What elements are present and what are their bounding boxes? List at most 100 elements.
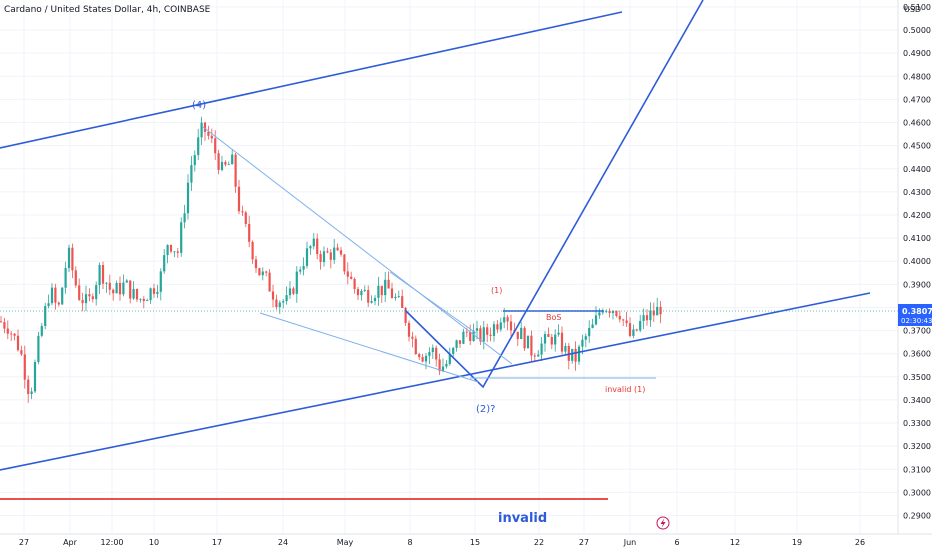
candle-body [288,288,292,296]
lightning-icon[interactable] [656,516,670,530]
y-tick-label: 0.4700 [903,95,931,104]
y-tick-label: 0.4400 [903,165,931,174]
candle-body [533,355,536,357]
candle-body [278,302,281,308]
candle-body [302,265,305,270]
candle-body [166,244,169,256]
candle-body [312,238,315,247]
candle-body [380,285,383,296]
invalid-label: invalid [498,511,547,526]
candle-body [159,271,162,292]
time-axis[interactable]: 27 Apr 12:00 10 17 24 May 8 15 22 27 Jun 6 12 19 26 [0,533,932,550]
candle-body [50,287,54,304]
candle-body [135,288,139,300]
candle-body [336,247,339,251]
candle-body [384,279,387,296]
x-tick-label: Apr [63,538,78,547]
y-tick-label: 0.3200 [903,442,931,451]
candle-body [615,310,618,316]
candle-body [13,333,16,336]
candle-body [292,288,295,294]
lower-channel-line[interactable] [0,292,871,471]
candle-body [452,347,455,355]
candle-body [6,328,9,334]
candle-body [108,282,111,290]
y-tick-label: 0.3000 [903,488,931,497]
candle-body [390,288,394,299]
candle-body [591,324,594,328]
x-tick-label: 27 [19,538,29,547]
candle-body [428,352,431,356]
candle-body [560,332,564,352]
candle-body [61,287,64,305]
candle-body [316,238,319,255]
chart-title: Cardano / United States Dollar, 4h, COIN… [4,5,211,15]
candle-body [618,315,621,320]
candle-body [326,251,329,253]
candle-body [567,345,570,361]
candle-body [186,182,190,214]
candle-body [462,331,465,344]
wave4-label: (4) [192,100,206,111]
y-tick-label: 0.3400 [903,396,931,405]
candle-body [435,347,438,360]
candle-body [554,334,557,345]
candle-body [394,296,397,299]
candle-body [557,332,560,335]
y-tick-label: 0.4800 [903,72,931,81]
candle-body [275,299,278,308]
candle-body [530,335,533,356]
candle-body [401,296,404,308]
candle-body [397,296,400,297]
x-tick-label: 12:00 [100,538,123,547]
candle-body [526,335,530,349]
candle-body [305,248,309,266]
invalid-1-label: invalid (1) [605,385,645,394]
candle-body [244,212,247,224]
candle-body [611,310,615,314]
x-tick-label: Jun [623,538,637,547]
wedge-upper-line[interactable] [202,126,513,365]
candle-body [173,251,176,253]
candle-body [309,246,312,249]
x-tick-label: May [337,538,354,547]
candle-body [458,340,462,344]
wedge-mid-line[interactable] [389,271,477,334]
candle-body [115,282,118,294]
candle-body [363,289,366,292]
candle-body [339,250,343,255]
upper-channel-line[interactable] [0,11,623,149]
candle-body [180,222,183,253]
candle-body [584,336,587,340]
candle-body [448,354,451,364]
candle-body [628,323,632,336]
candle-body [169,244,173,252]
candle-body [3,322,6,329]
candle-body [30,391,33,394]
candle-body [105,282,108,284]
x-tick-label: 8 [407,538,412,547]
projection-line[interactable] [404,0,704,389]
candle-body [125,280,128,283]
candle-body [210,135,213,139]
candle-body [492,324,496,336]
candle-body [503,317,506,323]
candle-body [438,359,441,372]
candle-body [424,355,428,362]
candle-body [333,247,336,260]
price-axis[interactable]: USD 0.5100 0.5000 0.4900 0.4800 0.4700 0.4600… [897,0,932,534]
candle-body [407,322,411,337]
candle-body [387,279,390,289]
candle-body [132,288,135,299]
wedge-lower-line[interactable] [259,312,479,383]
candle-body [622,319,625,321]
candle-body [516,331,519,340]
candle-body [197,137,200,156]
candle-body [475,328,479,331]
candle-body [268,272,271,292]
y-tick-label: 0.5000 [903,26,931,35]
candle-body [156,291,159,294]
candle-body [455,340,458,348]
candle-body [564,345,567,352]
